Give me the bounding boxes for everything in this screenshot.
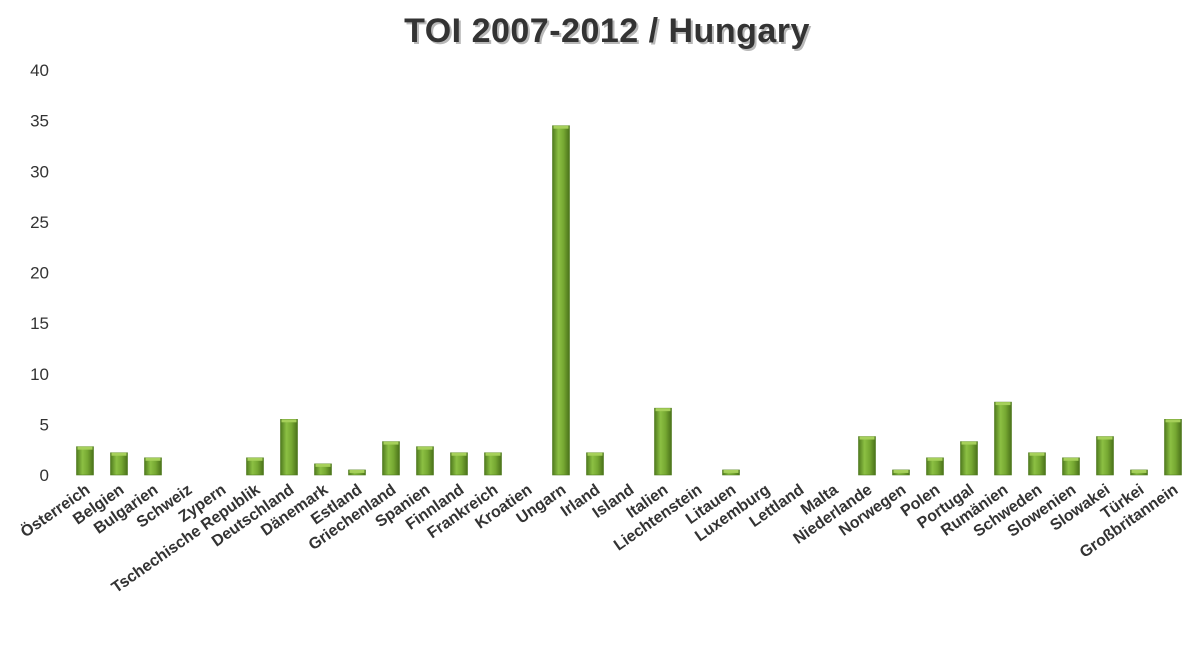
bar-body: [484, 452, 502, 476]
bar-top-highlight: [553, 125, 569, 129]
bar-top-highlight: [315, 463, 331, 467]
bar-body: [858, 436, 876, 476]
bar-body: [586, 452, 604, 476]
bar-top-highlight: [1131, 469, 1147, 473]
bar-body: [76, 446, 94, 476]
bar-body: [1096, 436, 1114, 476]
bar-top-highlight: [145, 457, 161, 461]
bar-top-highlight: [859, 436, 875, 440]
bar: [484, 452, 502, 476]
y-tick-label: 30: [30, 162, 49, 181]
bar: [892, 469, 910, 476]
y-tick-label: 0: [40, 466, 49, 485]
bar: [348, 469, 366, 476]
bar: [110, 452, 128, 476]
bar-top-highlight: [1165, 419, 1181, 423]
chart-title-shadow: TOI 2007-2012 / Hungary: [406, 14, 812, 52]
bar: [382, 441, 400, 476]
bar-top-highlight: [77, 446, 93, 450]
bar: [926, 457, 944, 476]
bar: [1096, 436, 1114, 476]
bar: [246, 457, 264, 476]
bar-top-highlight: [281, 419, 297, 423]
bar-top-highlight: [655, 408, 671, 412]
bar-body: [654, 407, 672, 476]
chart-title: TOI 2007-2012 / Hungary: [404, 12, 810, 50]
bar-top-highlight: [961, 441, 977, 445]
bar-body: [552, 125, 570, 476]
y-tick-label: 40: [30, 61, 49, 80]
bar-body: [1164, 419, 1182, 476]
bar: [994, 401, 1012, 476]
bar: [76, 446, 94, 476]
y-tick-label: 10: [30, 365, 49, 384]
bar-top-highlight: [927, 457, 943, 461]
bar: [586, 452, 604, 476]
bar: [280, 419, 298, 476]
bar: [1130, 469, 1148, 476]
bar-body: [994, 401, 1012, 476]
bar: [552, 125, 570, 476]
bar-body: [110, 452, 128, 476]
bar-top-highlight: [451, 452, 467, 456]
bar: [314, 463, 332, 476]
bar: [1164, 419, 1182, 476]
bar-body: [1028, 452, 1046, 476]
bar-body: [960, 441, 978, 476]
y-tick-label: 35: [30, 112, 49, 131]
y-tick-label: 25: [30, 213, 49, 232]
bar-top-highlight: [383, 441, 399, 445]
bars: [76, 125, 1182, 476]
bar: [858, 436, 876, 476]
bar-body: [280, 419, 298, 476]
bar-top-highlight: [587, 452, 603, 456]
bar-top-highlight: [417, 446, 433, 450]
bar-top-highlight: [111, 452, 127, 456]
bar: [1028, 452, 1046, 476]
bar-body: [382, 441, 400, 476]
bar-top-highlight: [1029, 452, 1045, 456]
bar: [144, 457, 162, 476]
bar: [654, 407, 672, 476]
bar-top-highlight: [995, 402, 1011, 406]
bar-top-highlight: [349, 469, 365, 473]
bar-top-highlight: [485, 452, 501, 456]
bar-top-highlight: [723, 469, 739, 473]
bar-top-highlight: [1063, 457, 1079, 461]
bar: [722, 469, 740, 476]
y-axis: 0 5 10 15 20 25 30 35 40: [30, 61, 49, 485]
y-tick-label: 20: [30, 264, 49, 283]
bar-body: [450, 452, 468, 476]
bar: [960, 441, 978, 476]
bar-top-highlight: [1097, 436, 1113, 440]
bar-top-highlight: [893, 469, 909, 473]
y-tick-label: 15: [30, 314, 49, 333]
y-tick-label: 5: [40, 415, 49, 434]
bar: [450, 452, 468, 476]
bar: [416, 446, 434, 476]
bar-body: [416, 446, 434, 476]
x-axis: ÖsterreichBelgienBulgarienSchweizZypernT…: [17, 480, 1181, 597]
bar-top-highlight: [247, 457, 263, 461]
bar: [1062, 457, 1080, 476]
